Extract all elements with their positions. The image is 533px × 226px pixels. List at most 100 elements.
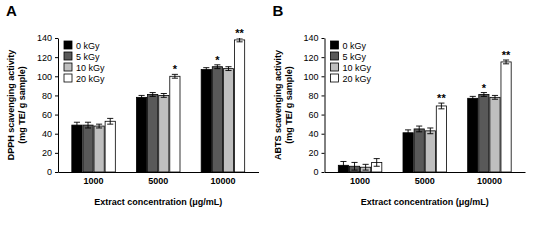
y-tick: 60: [42, 110, 58, 120]
x-tick: 1000: [350, 172, 370, 186]
y-axis-line: [58, 39, 59, 173]
error-bar: [96, 124, 102, 128]
x-tick: 5000: [415, 172, 435, 186]
legend-entry: 5 kGy: [331, 52, 367, 62]
y-tick: 60: [308, 110, 324, 120]
legend-entry: 10 kGy: [331, 63, 372, 73]
marks: [338, 60, 511, 172]
y-tick: 100: [303, 72, 324, 82]
y-tick: 0: [47, 167, 58, 177]
y-axis-title: ABTS scavenging activity(mg TE/ g sample…: [273, 50, 294, 160]
bar: [201, 70, 211, 172]
y-tick-mark: [322, 172, 325, 173]
series: [349, 93, 489, 172]
legend-swatch: [64, 41, 72, 49]
legend-swatch: [64, 63, 72, 71]
legend-entry: 20 kGy: [331, 74, 372, 84]
x-tick-label: 1000: [84, 176, 104, 186]
y-tick-mark: [55, 95, 58, 96]
figure: 0204060801001201401000500010000****0 kGy…: [0, 0, 533, 226]
plot: 0204060801001201401000500010000****0 kGy…: [37, 27, 259, 186]
y-tick-label: 80: [42, 91, 52, 101]
series: [94, 67, 234, 172]
y-tick-mark: [55, 76, 58, 77]
y-tick: 80: [42, 91, 58, 101]
x-axis-title: Extract concentration (μg/mL): [361, 197, 489, 207]
y-axis-line: [325, 39, 326, 173]
y-tick-label: 100: [303, 72, 318, 82]
y-tick-mark: [322, 38, 325, 39]
y-tick: 0: [313, 167, 324, 177]
y-tick-mark: [55, 153, 58, 154]
x-tick: 1000: [84, 172, 104, 186]
error-bar: [416, 126, 422, 132]
legend-swatch: [331, 74, 339, 82]
legend-label: 20 kGy: [343, 74, 372, 84]
series: [361, 95, 501, 172]
y-tick-mark: [55, 115, 58, 116]
y-tick-label: 140: [303, 33, 318, 43]
error-bar: [492, 95, 498, 99]
significance-mark: **: [437, 92, 446, 104]
y-tick-label: 20: [308, 148, 318, 158]
x-axis: 1000 5000 10000: [325, 172, 526, 186]
error-bar: [427, 128, 433, 134]
bar: [223, 69, 233, 172]
x-tick-label: 5000: [148, 176, 168, 186]
marks: [72, 38, 245, 172]
x-tick: 10000: [210, 172, 235, 186]
legend-label: 0 kGy: [76, 41, 100, 51]
y-tick: 140: [303, 33, 324, 43]
legend-entry: 10 kGy: [64, 63, 105, 73]
y-tick-label: 120: [303, 53, 318, 63]
legend-swatch: [64, 52, 72, 60]
y-tick-label: 60: [42, 110, 52, 120]
significance-mark: *: [482, 82, 487, 94]
y-tick-mark: [322, 57, 325, 58]
x-tick-label: 5000: [415, 176, 435, 186]
y-tick-label: 20: [42, 148, 52, 158]
x-axis-line: [325, 172, 526, 173]
x-axis-line: [59, 172, 260, 173]
x-axis: 1000 5000 10000: [59, 172, 260, 186]
y-axis: 020406080100120140: [37, 33, 59, 177]
y-tick-label: 40: [42, 129, 52, 139]
bar: [105, 121, 115, 172]
legend-label: 20 kGy: [76, 74, 105, 84]
legend-label: 0 kGy: [343, 41, 367, 51]
error-bar: [107, 118, 113, 124]
x-tick-label: 1000: [350, 176, 370, 186]
legend-entry: 0 kGy: [331, 41, 367, 51]
y-tick-mark: [322, 76, 325, 77]
error-bar: [85, 122, 91, 128]
x-tick: 5000: [148, 172, 168, 186]
x-tick-label: 10000: [477, 176, 502, 186]
y-tick-label: 80: [308, 91, 318, 101]
series: [72, 68, 212, 172]
legend-swatch: [64, 74, 72, 82]
legend-label: 5 kGy: [343, 52, 367, 62]
y-tick-mark: [322, 153, 325, 154]
error-bar: [150, 93, 156, 97]
legend-swatch: [331, 41, 339, 49]
error-bar: [363, 164, 369, 170]
y-tick: 80: [308, 91, 324, 101]
bar: [137, 97, 147, 172]
significance-mark: *: [215, 54, 220, 66]
bar: [425, 131, 435, 172]
bar: [490, 97, 500, 172]
legend: 0 kGy5 kGy10 kGy20 kGy: [331, 41, 372, 84]
series: [105, 38, 245, 172]
error-bar: [351, 162, 357, 170]
plot: 0204060801001201401000500010000*****0 kG…: [303, 33, 525, 186]
bar: [468, 98, 478, 172]
y-tick: 40: [42, 129, 58, 139]
error-bar: [374, 159, 380, 167]
annotations: *****: [437, 49, 511, 104]
y-axis-title: DPPH scavenging activity(mg TE/ g sample…: [6, 50, 27, 161]
y-tick-label: 0: [313, 167, 318, 177]
y-tick: 20: [308, 148, 324, 158]
y-tick: 100: [37, 72, 58, 82]
y-axis: 020406080100120140: [303, 33, 325, 177]
bar: [414, 129, 424, 172]
